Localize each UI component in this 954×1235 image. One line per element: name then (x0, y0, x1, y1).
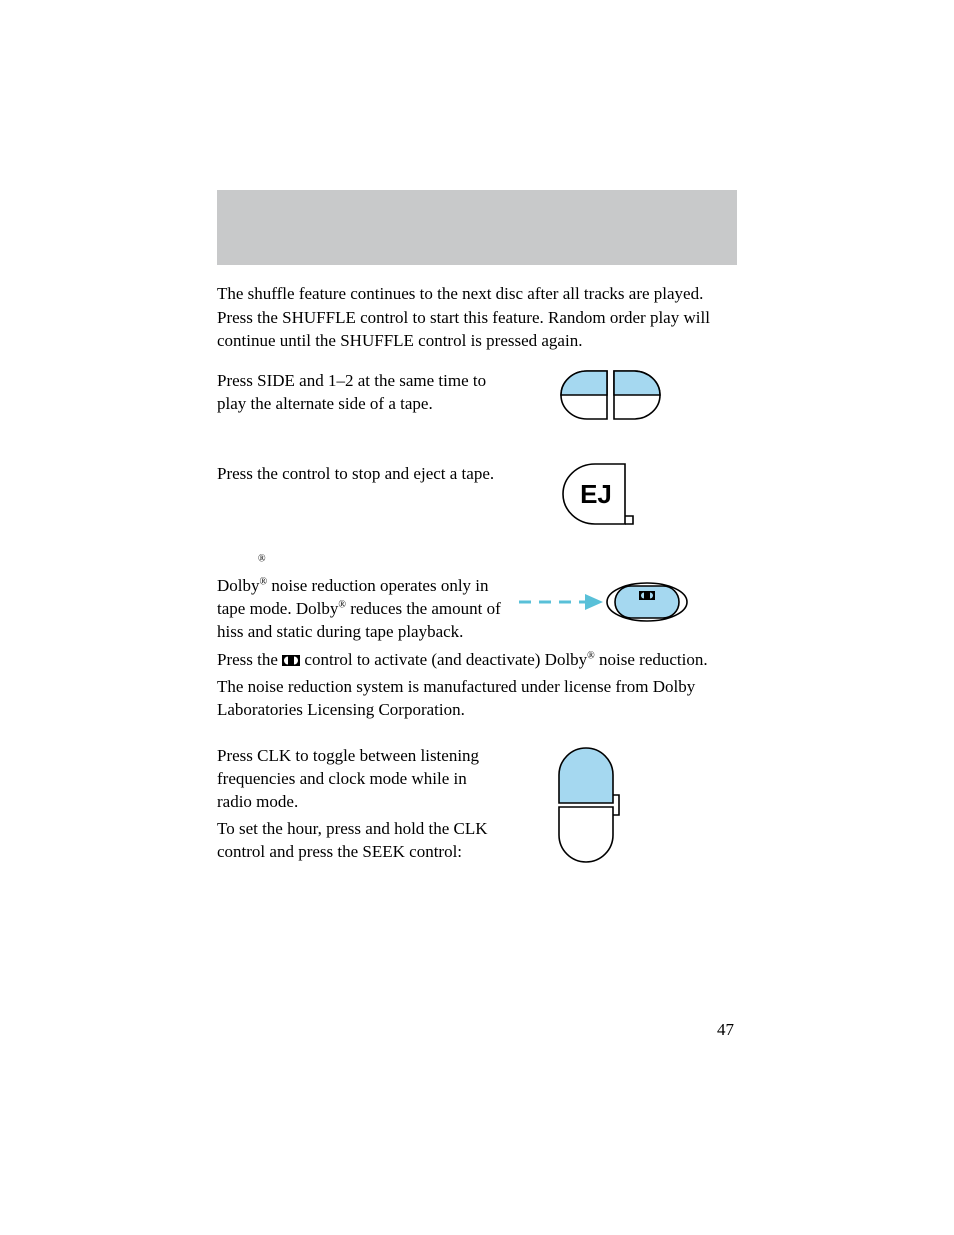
side-diagram (552, 368, 672, 423)
intro-p1: The shuffle feature continues to the nex… (217, 283, 737, 306)
side-p1: Press SIDE and 1–2 at the same time to p… (217, 370, 497, 416)
eject-p1: Press the control to stop and eject a ta… (217, 463, 497, 486)
dolby-inline-icon (282, 655, 300, 666)
clock-p2: To set the hour, press and hold the CLK … (217, 818, 497, 864)
clock-diagram (555, 745, 625, 865)
dolby-diagram (517, 580, 692, 625)
header-bar (217, 190, 737, 265)
dolby-p3: The noise reduction system is manufactur… (217, 676, 737, 722)
page: The shuffle feature continues to the nex… (0, 0, 954, 1235)
clock-p1: Press CLK to toggle between listening fr… (217, 745, 497, 814)
page-number: 47 (717, 1020, 734, 1040)
eject-label: EJ (580, 479, 612, 509)
dolby-p1: Dolby® noise reduction operates only in … (217, 575, 507, 644)
dolby-icon (639, 591, 655, 600)
dolby-heading-symbol: ® (258, 552, 266, 575)
dolby-p2: Press the control to activate (and deact… (217, 649, 737, 672)
intro-p2: Press the SHUFFLE control to start this … (217, 307, 737, 353)
eject-diagram: EJ (555, 460, 645, 530)
